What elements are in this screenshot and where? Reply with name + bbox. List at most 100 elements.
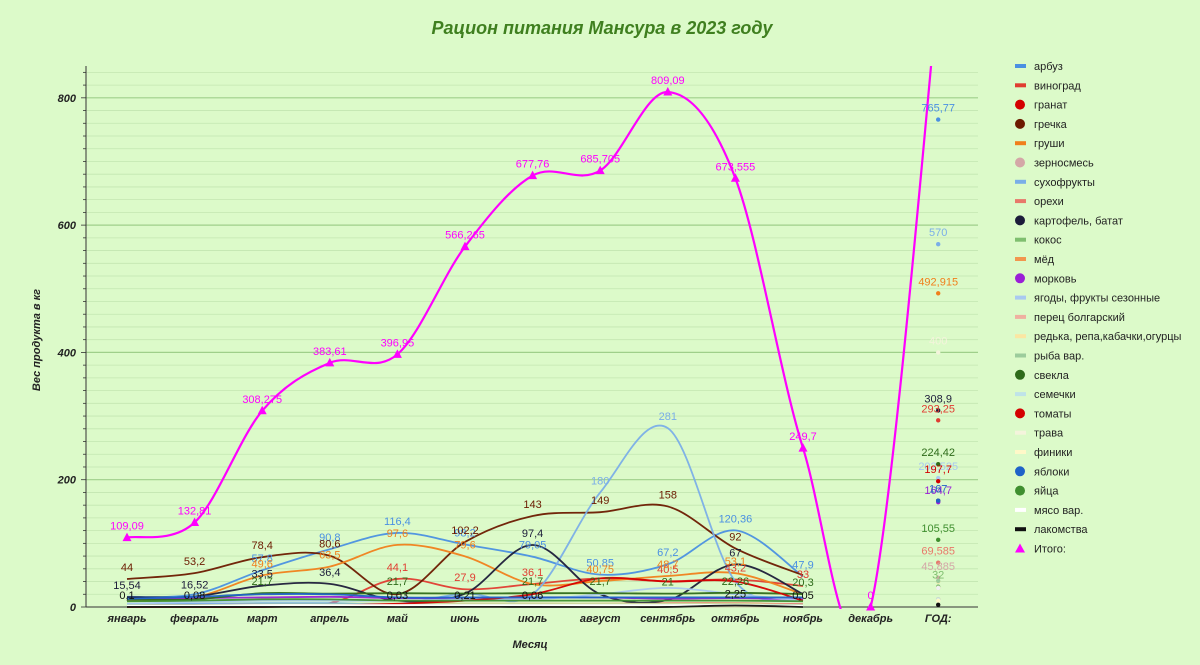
y-tick-label: 600 — [58, 220, 77, 232]
year-point — [936, 498, 941, 503]
data-label: 90,8 — [319, 532, 340, 544]
data-label: 97,4 — [522, 528, 543, 540]
data-label: 566,265 — [445, 230, 485, 242]
data-label: 79,6 — [454, 539, 475, 551]
legend-label: гранат — [1034, 100, 1067, 112]
legend-label: мясо вар. — [1034, 505, 1083, 517]
x-axis-title: Месяц — [512, 639, 547, 651]
data-label: 21,7 — [522, 576, 543, 588]
x-tick-label: декабрь — [848, 613, 893, 625]
y-tick-label: 0 — [70, 602, 77, 614]
x-tick-label: июнь — [450, 613, 479, 625]
data-label: 167 — [929, 484, 947, 496]
total-marker — [528, 170, 538, 180]
legend-label: орехи — [1034, 196, 1064, 208]
data-label: 15,54 — [113, 580, 141, 592]
total-marker — [460, 241, 470, 251]
legend-label: гречка — [1034, 119, 1068, 131]
data-label: 44,1 — [387, 562, 408, 574]
data-label: 202,525 — [918, 461, 958, 473]
data-label: 32 — [932, 570, 944, 582]
series-line-12 — [126, 587, 804, 605]
data-label: 44 — [121, 562, 133, 574]
total-marker — [663, 87, 673, 96]
data-label: 383,61 — [313, 346, 347, 358]
data-label: 20,3 — [792, 577, 813, 589]
legend-label: редька, репа,кабачки,огурцы — [1034, 331, 1182, 343]
year-point — [936, 478, 941, 484]
series-line-24 — [126, 604, 804, 608]
data-label: 47,9 — [792, 560, 813, 572]
axes: 0 200 400 600 800 январь февраль март апрель май и… — [57, 66, 978, 625]
legend-swatch — [1015, 141, 1026, 146]
data-label: 396,95 — [381, 337, 415, 349]
legend-label: груши — [1034, 138, 1064, 150]
data-label: 2,25 — [725, 589, 746, 601]
data-label: 809,09 — [651, 75, 685, 87]
series-line-0 — [126, 529, 804, 598]
x-tick-label: февраль — [170, 613, 219, 625]
legend-label: рыба вар. — [1034, 351, 1084, 363]
year-point — [936, 585, 941, 591]
data-label: 224,42 — [921, 447, 955, 459]
x-tick-label: май — [387, 613, 408, 625]
legend-label: виноград — [1034, 80, 1081, 92]
data-label: 40,75 — [586, 564, 614, 576]
legend-label: зерносмесь — [1034, 158, 1094, 170]
legend-swatch — [1015, 466, 1025, 477]
x-tick-label: сентябрь — [640, 613, 695, 625]
total-marker — [190, 517, 200, 526]
legend-swatch — [1015, 485, 1025, 496]
series-line-4 — [126, 543, 804, 602]
data-label: 765,77 — [921, 103, 955, 115]
y-tick-label: 400 — [57, 347, 77, 359]
legend: арбуз виноград гранат гречка груши зерносмесь… — [1015, 61, 1182, 556]
data-label: 63,5 — [319, 550, 340, 562]
data-label: 281 — [659, 411, 677, 423]
series-line-3 — [126, 503, 804, 596]
y-tick-label: 800 — [58, 93, 77, 105]
year-point — [936, 350, 941, 355]
legend-swatch — [1015, 450, 1026, 454]
legend-swatch — [1015, 543, 1025, 553]
legend-label: яблоки — [1034, 466, 1069, 478]
total-marker — [595, 165, 605, 175]
year-point — [936, 575, 941, 580]
x-tick-label: август — [580, 613, 621, 625]
year-point — [936, 242, 941, 247]
year-point — [936, 598, 941, 603]
total-marker — [798, 443, 808, 452]
data-label: 57,8 — [251, 553, 272, 565]
x-tick-label: июль — [518, 613, 547, 625]
data-label: 80,6 — [319, 539, 340, 551]
data-label: 0,05 — [792, 590, 813, 602]
data-label: 16,52 — [181, 579, 209, 591]
data-label: 79,05 — [519, 540, 547, 552]
legend-swatch — [1015, 430, 1026, 435]
year-point — [936, 560, 941, 565]
legend-swatch — [1015, 215, 1025, 226]
legend-label: семечки — [1034, 389, 1076, 401]
data-label: 21,7 — [251, 576, 272, 588]
data-label: 105,55 — [921, 523, 955, 535]
year-point — [936, 408, 941, 413]
series-line-22 — [126, 598, 804, 603]
data-label: 49,6 — [251, 558, 272, 570]
data-label: 673,555 — [716, 161, 756, 173]
legend-label: финики — [1034, 447, 1072, 459]
data-label: 36,1 — [522, 567, 543, 579]
data-label: 0,06 — [522, 590, 543, 602]
legend-swatch — [1015, 237, 1026, 242]
data-label: 143 — [523, 499, 541, 511]
legend-label: перец болгарский — [1034, 312, 1125, 324]
legend-swatch — [1015, 295, 1026, 300]
data-label: 0,03 — [387, 590, 408, 602]
data-label: 197,7 — [924, 464, 952, 476]
legend-label: лакомства — [1034, 524, 1088, 536]
data-label: 116,4 — [384, 516, 411, 528]
total-marker — [730, 173, 740, 182]
total-marker — [392, 349, 402, 358]
legend-label: мёд — [1034, 254, 1055, 266]
